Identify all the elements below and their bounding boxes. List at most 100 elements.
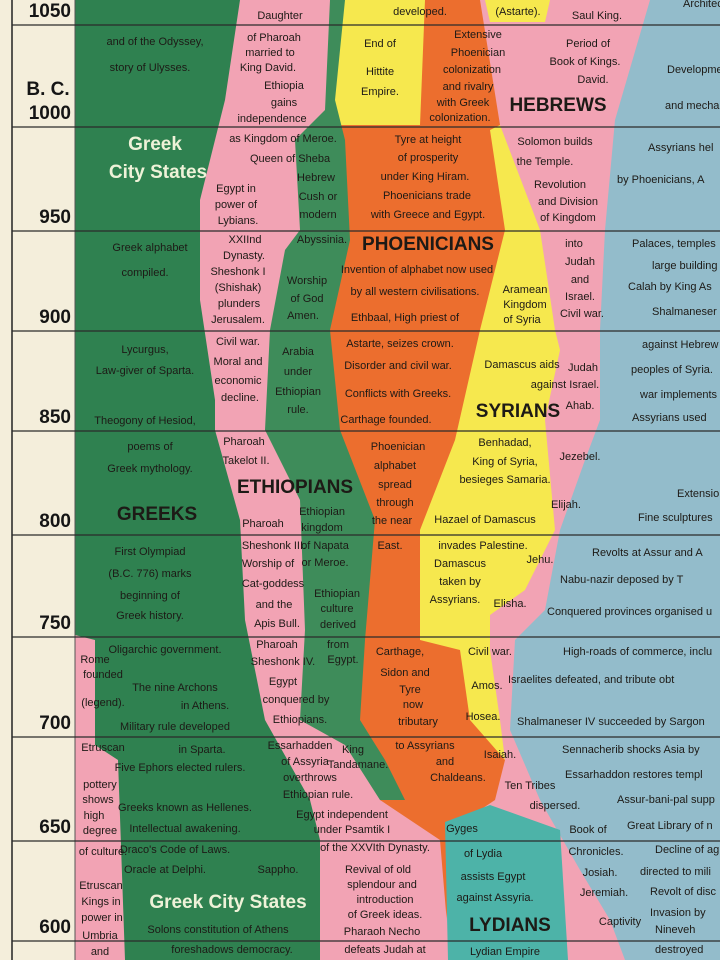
year-label: 900 — [39, 307, 71, 328]
region-heading: Greek — [128, 134, 182, 155]
history-note: Draco's Code of Laws. — [120, 844, 230, 856]
history-note: under King Hiram. — [381, 171, 470, 183]
history-note: decline. — [221, 392, 259, 404]
history-note: Carthage, — [376, 646, 424, 658]
history-note: Arabia — [282, 346, 315, 358]
history-note: Assyrians used — [632, 412, 707, 424]
year-label: 950 — [39, 207, 71, 228]
history-note: overthrows — [283, 772, 337, 784]
history-note: plunders — [218, 298, 261, 310]
history-note: Essarhadden — [268, 740, 333, 752]
history-note: East. — [377, 540, 402, 552]
history-note: Chronicles. — [568, 846, 623, 858]
history-note: alphabet — [374, 460, 416, 472]
history-note: Elisha. — [493, 598, 526, 610]
history-note: with Greek — [436, 97, 490, 109]
history-note: Civil war. — [468, 646, 512, 658]
history-note: Revival of old — [345, 864, 411, 876]
history-note: Greek history. — [116, 610, 184, 622]
history-note: Takelot II. — [222, 455, 269, 467]
history-note: Empire. — [361, 86, 399, 98]
history-note: against Hebrew — [642, 339, 718, 351]
history-note: First Olympiad — [115, 546, 186, 558]
history-note: Cat-goddess — [242, 578, 305, 590]
region-heading: HEBREWS — [509, 95, 606, 116]
history-note: and rivalry — [443, 81, 494, 93]
history-note: Jehu. — [527, 554, 554, 566]
history-note: as Kingdom of Meroe. — [229, 133, 337, 145]
history-note: Tyre — [399, 684, 420, 696]
history-note: story of Ulysses. — [110, 62, 191, 74]
history-note: Chaldeans. — [430, 772, 486, 784]
history-note: Kings in — [81, 896, 120, 908]
history-note: in Athens. — [181, 700, 229, 712]
history-note: culture — [320, 603, 353, 615]
region-heading: City States — [109, 162, 207, 183]
history-note: Lydian Empire — [470, 946, 540, 958]
history-note: rule. — [287, 404, 308, 416]
history-note: pottery — [83, 779, 117, 791]
history-note: of culture. — [79, 846, 127, 858]
history-note: Period of — [566, 38, 611, 50]
region-heading: SYRIANS — [476, 401, 560, 422]
region-heading: Greek City States — [149, 892, 306, 913]
history-note: Phoenicians trade — [383, 190, 471, 202]
history-note: large building — [652, 260, 717, 272]
history-note: Lycurgus, — [121, 344, 168, 356]
history-note: introduction — [357, 894, 414, 906]
history-note: King David. — [240, 62, 296, 74]
history-note: Invasion by — [650, 907, 706, 919]
history-note: Astarte, seizes crown. — [346, 338, 454, 350]
history-note: Ethiopians. — [273, 714, 327, 726]
history-note: splendour and — [347, 879, 417, 891]
history-note: Aramean — [503, 284, 548, 296]
history-note: under Psamtik I — [314, 824, 390, 836]
history-note: Decline of ag — [655, 844, 719, 856]
history-note: and mecha — [665, 100, 720, 112]
history-note: Pharaoh Necho — [344, 926, 420, 938]
history-note: Gyges — [446, 823, 478, 835]
history-note: Conquered provinces organised u — [547, 606, 712, 618]
history-note: of prosperity — [398, 152, 459, 164]
history-note: from — [327, 639, 349, 651]
history-note: economic — [214, 375, 262, 387]
history-note: End of — [364, 38, 397, 50]
history-note: against Israel. — [531, 379, 599, 391]
history-note: of Syria — [503, 314, 541, 326]
history-note: into — [565, 238, 583, 250]
history-note: Revolt of disc — [650, 886, 717, 898]
region-heading: PHOENICIANS — [362, 234, 494, 255]
history-note: Essarhaddon restores templ — [565, 769, 703, 781]
history-note: Intellectual awakening. — [129, 823, 240, 835]
history-note: with Greece and Egypt. — [370, 209, 485, 221]
history-note: Solons constitution of Athens — [147, 924, 289, 936]
history-note: and — [91, 946, 109, 958]
history-note: Sheshonk III. — [242, 540, 306, 552]
history-note: David. — [577, 74, 608, 86]
history-note: kingdom — [301, 522, 343, 534]
history-note: conquered by — [263, 694, 330, 706]
history-note: Military rule developed — [120, 721, 230, 733]
history-note: Phoenician — [371, 441, 425, 453]
year-label: 800 — [39, 511, 71, 532]
astarte-band — [485, 0, 550, 22]
history-note: of Kingdom — [540, 212, 596, 224]
history-note: gains — [271, 97, 298, 109]
history-note: Josiah. — [583, 867, 618, 879]
history-note: Assyrians. — [430, 594, 481, 606]
history-note: Pharoah — [256, 639, 298, 651]
history-note: to Assyrians — [395, 740, 455, 752]
history-note: Sheshonk IV. — [251, 656, 315, 668]
history-note: the near — [372, 515, 413, 527]
history-note: and — [571, 274, 589, 286]
history-note: of Napata — [301, 540, 350, 552]
history-note: now — [403, 699, 423, 711]
history-note: power in — [81, 912, 123, 924]
history-note: colonization — [443, 64, 501, 76]
history-note: by all western civilisations. — [351, 286, 480, 298]
history-note: assists Egypt — [461, 871, 526, 883]
history-note: Egypt. — [327, 654, 358, 666]
history-note: of Lydia — [464, 848, 503, 860]
history-note: Extension of — [677, 488, 720, 500]
history-note: Ethiopian — [314, 588, 360, 600]
